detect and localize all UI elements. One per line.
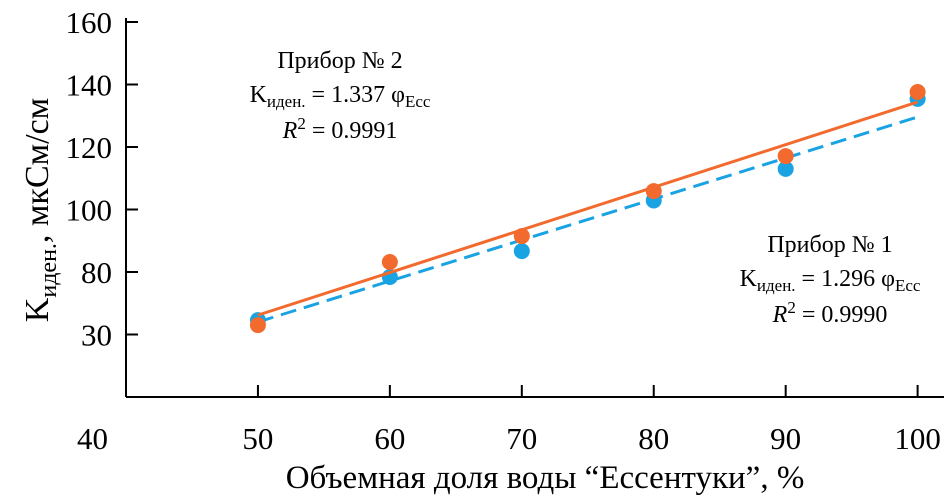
y-label-rest: , мкСм/см bbox=[19, 98, 56, 243]
x-tick-label: 50 bbox=[242, 421, 273, 456]
x-tick-label: 60 bbox=[374, 421, 405, 456]
data-point bbox=[777, 160, 794, 177]
data-point bbox=[777, 148, 794, 165]
r-val: = 0.9991 bbox=[306, 118, 398, 144]
y-tick-label: 140 bbox=[66, 68, 113, 103]
y-tick-label: 100 bbox=[66, 193, 113, 228]
r-val: = 0.9990 bbox=[796, 302, 888, 328]
annotation-equation: Kиден. = 1.337 φEcc bbox=[250, 82, 431, 111]
eq-k: K bbox=[740, 266, 758, 292]
data-point bbox=[249, 317, 266, 334]
fit-line bbox=[257, 115, 919, 324]
r: R bbox=[772, 302, 788, 328]
y-label-main: K bbox=[19, 297, 56, 322]
annotation-name: Прибор № 1 bbox=[767, 232, 892, 258]
data-point bbox=[909, 84, 926, 100]
y-tick-label: 160 bbox=[66, 5, 113, 40]
eq-k-sub: иден. bbox=[757, 276, 796, 295]
data-point bbox=[645, 183, 662, 200]
y-tick-label: 30 bbox=[81, 318, 112, 353]
y-label-sub: иден. bbox=[36, 243, 62, 298]
x-tick-label: 90 bbox=[770, 421, 801, 456]
annotation-r2: R2 = 0.9991 bbox=[282, 114, 398, 144]
x-tick-label: 100 bbox=[894, 421, 941, 456]
data-point bbox=[381, 254, 398, 270]
eq-sub: Ecc bbox=[895, 276, 921, 295]
fit-line bbox=[257, 100, 919, 317]
annotation-r2: R2 = 0.9990 bbox=[772, 298, 888, 328]
data-point bbox=[513, 228, 530, 245]
y-tick-label: 80 bbox=[81, 255, 112, 290]
annotation-equation: Kиден. = 1.296 φEcc bbox=[740, 266, 921, 295]
eq-body: = 1.296 φ bbox=[796, 266, 895, 292]
annotation-name: Прибор № 2 bbox=[277, 48, 402, 74]
r: R bbox=[282, 118, 298, 144]
y-axis-label: Kиден., мкСм/см bbox=[19, 98, 62, 322]
r-sup: 2 bbox=[297, 114, 306, 133]
y-axis-label-text: Kиден., мкСм/см bbox=[19, 98, 62, 322]
eq-k-sub: иден. bbox=[267, 92, 306, 111]
data-point bbox=[513, 243, 530, 260]
x-tick-label: 70 bbox=[506, 421, 537, 456]
eq-sub: Ecc bbox=[405, 92, 431, 111]
x-axis-label: Объемная доля воды “Ессентуки”, % bbox=[286, 460, 805, 496]
y-tick-label: 40 bbox=[77, 421, 108, 456]
eq-k: K bbox=[250, 82, 268, 108]
r-sup: 2 bbox=[787, 298, 796, 317]
y-tick-label: 120 bbox=[66, 130, 113, 165]
x-tick-label: 80 bbox=[638, 421, 669, 456]
eq-body: = 1.337 φ bbox=[306, 82, 405, 108]
